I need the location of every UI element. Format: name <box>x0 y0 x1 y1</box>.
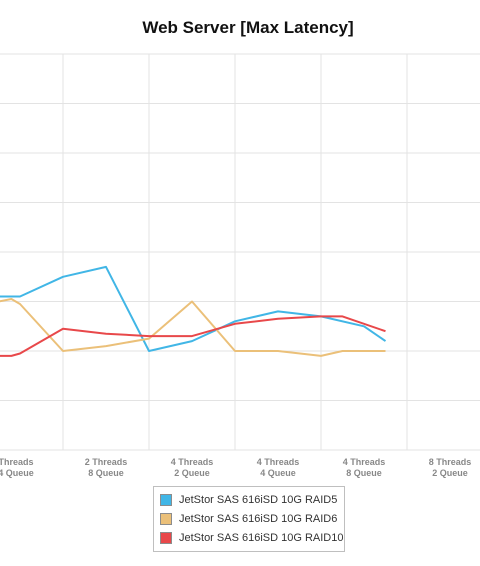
legend-item: JetStor SAS 616iSD 10G RAID5 <box>154 490 344 509</box>
legend-label: JetStor SAS 616iSD 10G RAID6 <box>179 512 338 525</box>
legend-swatch <box>160 531 172 544</box>
legend: JetStor SAS 616iSD 10G RAID5 JetStor SAS … <box>153 486 345 552</box>
x-tick-label: Threads <box>0 457 34 467</box>
x-tick-label: 4 Threads <box>257 457 300 467</box>
legend-item: JetStor SAS 616iSD 10G RAID10 <box>154 528 344 547</box>
x-tick-label: 8 Queue <box>346 468 382 478</box>
grid <box>0 53 480 451</box>
x-tick-label: 2 Queue <box>174 468 210 478</box>
x-tick-label: 4 Threads <box>171 457 214 467</box>
legend-label: JetStor SAS 616iSD 10G RAID10 <box>179 531 344 544</box>
legend-swatch <box>160 512 172 525</box>
x-tick-label: 2 Threads <box>85 457 128 467</box>
series-lines <box>0 265 387 357</box>
legend-label: JetStor SAS 616iSD 10G RAID5 <box>179 493 338 506</box>
series-line-3 <box>0 315 386 357</box>
series-line-2 <box>0 298 386 357</box>
x-tick-label: 2 Queue <box>432 468 468 478</box>
series-line-1 <box>0 265 387 352</box>
x-tick-label: 4 Threads <box>343 457 386 467</box>
x-tick-label: 8 Threads <box>429 457 472 467</box>
x-tick-label: 4 Queue <box>260 468 296 478</box>
legend-item: JetStor SAS 616iSD 10G RAID6 <box>154 509 344 528</box>
x-tick-label: 8 Queue <box>88 468 124 478</box>
x-tick-label: 4 Queue <box>0 468 34 478</box>
chart-title: Web Server [Max Latency] <box>142 18 354 37</box>
legend-swatch <box>160 493 172 506</box>
